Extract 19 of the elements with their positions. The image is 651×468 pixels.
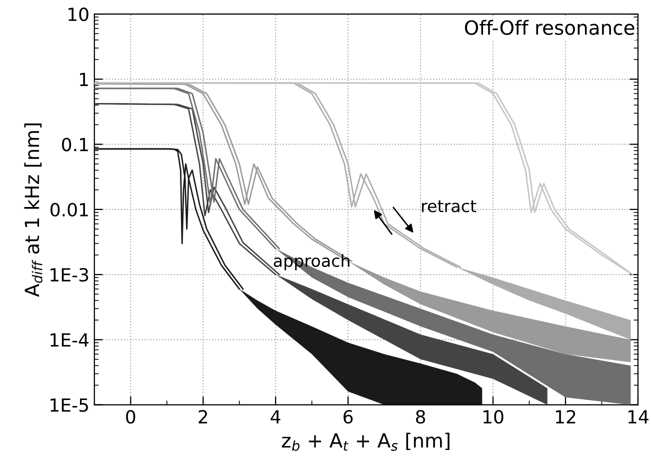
x-tick-label: 0 xyxy=(126,410,136,424)
x-tick-label: 8 xyxy=(416,410,426,424)
y-tick-label: 1E-3 xyxy=(50,268,88,282)
x-tick-label: 12 xyxy=(556,410,576,424)
y-tick-label: 1 xyxy=(80,72,88,86)
x-tick-label: 10 xyxy=(484,410,504,424)
y-tick-label: 1E-4 xyxy=(50,333,89,347)
x-tick-label: 2 xyxy=(198,410,208,424)
annotation: retract xyxy=(422,200,476,212)
y-tick-label: 1E-5 xyxy=(50,398,88,412)
y-tick-label: 10 xyxy=(68,8,88,22)
y-tick-label: 0.01 xyxy=(50,202,88,217)
x-tick-label: 14 xyxy=(628,410,648,424)
y-tick-label: 0.1 xyxy=(62,138,88,152)
x-axis-title: z$_{b}$ + A$_{t}$ + A$_{s}$ [nm] xyxy=(282,432,450,451)
x-tick-label: 6 xyxy=(344,410,353,424)
y-axis-title: A$_{diff}$ at 1 kHz [nm] xyxy=(24,124,42,297)
x-tick-label: 4 xyxy=(270,410,280,424)
annotation: Off-Off resonance xyxy=(464,20,634,35)
